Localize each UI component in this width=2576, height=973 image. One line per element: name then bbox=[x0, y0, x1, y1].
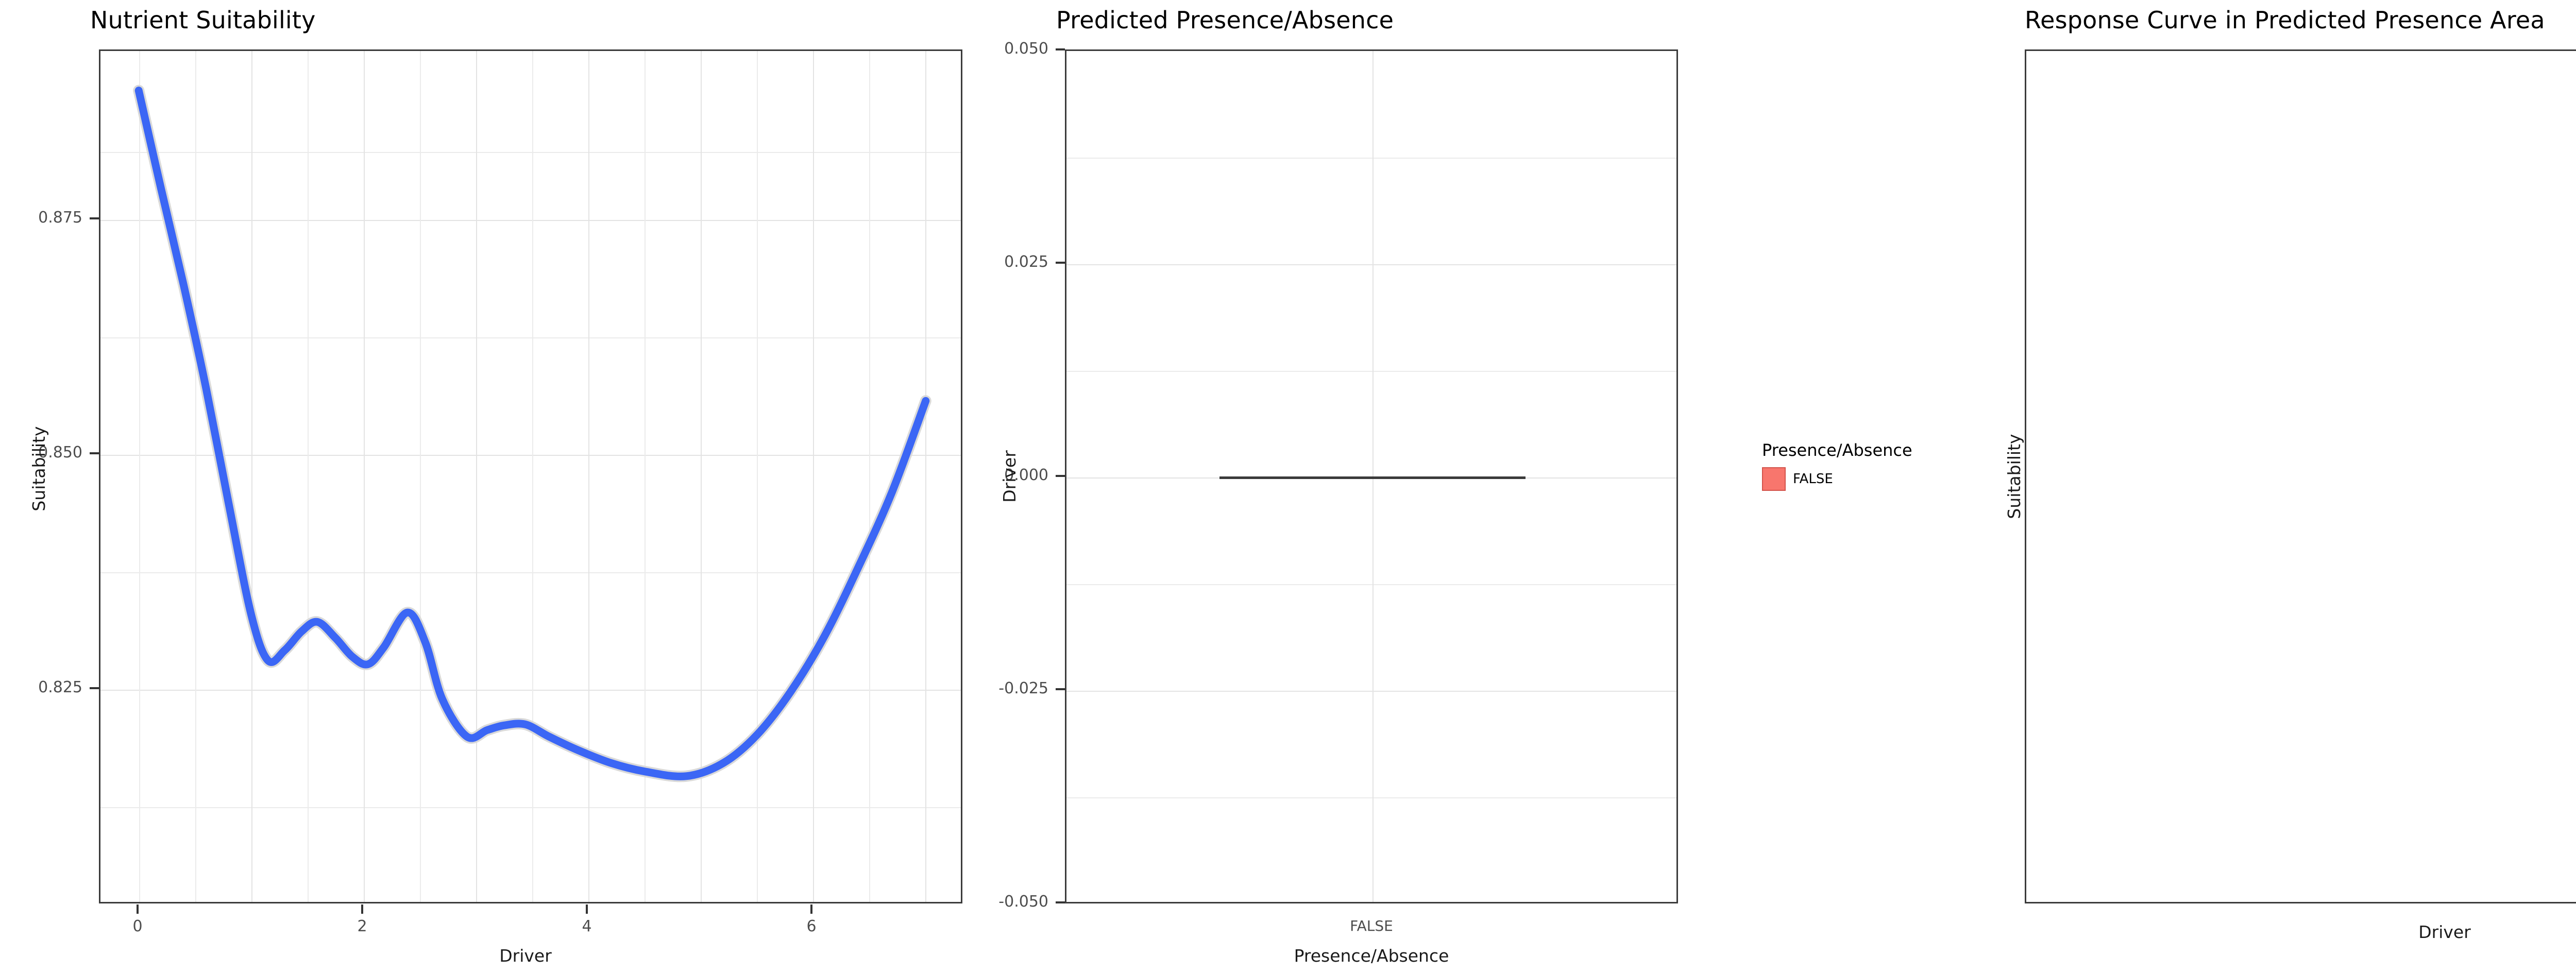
x-tick-label: 6 bbox=[806, 917, 817, 935]
panel-3-plot-area bbox=[2025, 49, 2576, 903]
gridline-vertical bbox=[757, 51, 758, 902]
y-tick-label: 0.025 bbox=[1004, 253, 1048, 271]
gridline-vertical bbox=[869, 51, 870, 902]
gridline-vertical bbox=[645, 51, 646, 902]
gridline-horizontal bbox=[100, 337, 961, 338]
x-tick-mark bbox=[137, 904, 139, 914]
y-tick-label: -0.050 bbox=[998, 893, 1048, 911]
x-tick-mark bbox=[810, 904, 812, 914]
legend-item-false[interactable]: FALSE bbox=[1762, 467, 1912, 491]
legend: Presence/Absence FALSE bbox=[1762, 440, 1912, 491]
gridline-vertical-major bbox=[925, 51, 926, 902]
gridline-horizontal bbox=[100, 572, 961, 573]
y-tick-label: 0.875 bbox=[38, 209, 82, 227]
y-tick-label: 0.000 bbox=[1004, 466, 1048, 484]
presence-absence-flat-line bbox=[1219, 476, 1526, 479]
y-tick-mark bbox=[1056, 901, 1065, 903]
x-axis-title: Driver bbox=[2418, 922, 2471, 942]
x-tick-label: 2 bbox=[357, 917, 367, 935]
x-tick-label: 0 bbox=[132, 917, 143, 935]
y-tick-mark bbox=[90, 217, 99, 219]
gridline-horizontal bbox=[100, 807, 961, 808]
gridline-vertical bbox=[532, 51, 533, 902]
gridline-horizontal bbox=[1066, 797, 1676, 798]
suitability-response-curve bbox=[133, 84, 931, 782]
gridline-horizontal bbox=[1066, 584, 1676, 585]
x-tick-mark bbox=[586, 904, 588, 914]
y-tick-mark bbox=[90, 687, 99, 689]
legend-key-swatch bbox=[1762, 467, 1786, 491]
y-tick-mark bbox=[1056, 475, 1065, 477]
x-axis-title: Driver bbox=[499, 946, 552, 966]
gridline-vertical-major bbox=[588, 51, 589, 902]
gridline-horizontal bbox=[1066, 371, 1676, 372]
y-tick-label: 0.050 bbox=[1004, 40, 1048, 58]
gridline-vertical-major bbox=[364, 51, 365, 902]
gridline-vertical-major bbox=[139, 51, 140, 902]
panel-nutrient-suitability: Nutrient Suitability bbox=[0, 0, 979, 973]
x-tick-label: 4 bbox=[582, 917, 592, 935]
y-tick-label: 0.825 bbox=[38, 678, 82, 696]
gridline-horizontal-major bbox=[100, 690, 961, 691]
panel-3-title: Response Curve in Predicted Presence Are… bbox=[2025, 6, 2545, 34]
gridline-horizontal bbox=[1066, 158, 1676, 159]
y-axis-title: Suitability bbox=[2004, 434, 2024, 519]
panel-2-plot-area bbox=[1065, 49, 1678, 903]
gridline-vertical bbox=[308, 51, 309, 902]
gridline-horizontal bbox=[100, 152, 961, 153]
y-tick-label: 0.850 bbox=[38, 443, 82, 462]
gridline-horizontal-major bbox=[100, 455, 961, 456]
legend-item-label: FALSE bbox=[1793, 471, 1833, 487]
x-tick-mark bbox=[361, 904, 363, 914]
gridline-vertical-major bbox=[476, 51, 477, 902]
panel-2-title: Predicted Presence/Absence bbox=[1056, 6, 1394, 34]
gridline-vertical bbox=[195, 51, 196, 902]
panel-1-plot-area bbox=[99, 49, 962, 903]
x-axis-title: Presence/Absence bbox=[1294, 946, 1449, 966]
y-axis-title: Driver bbox=[999, 450, 1020, 503]
gridline-vertical bbox=[420, 51, 421, 902]
gridline-vertical-major bbox=[813, 51, 814, 902]
x-tick-label: FALSE bbox=[1350, 917, 1393, 934]
panel-response-curve-predicted-presence: Response Curve in Predicted Presence Are… bbox=[1973, 0, 2576, 973]
y-axis-title: Suitability bbox=[29, 426, 49, 511]
legend-title: Presence/Absence bbox=[1762, 440, 1912, 460]
gridline-vertical-major bbox=[251, 51, 252, 902]
panel-1-title: Nutrient Suitability bbox=[90, 6, 316, 34]
y-tick-mark bbox=[1056, 262, 1065, 264]
panel-predicted-presence-absence: Predicted Presence/Absence 0.050 0.025 0… bbox=[979, 0, 1752, 973]
gridline-horizontal-major bbox=[1066, 264, 1676, 265]
y-tick-mark bbox=[1056, 48, 1065, 50]
y-tick-mark bbox=[1056, 688, 1065, 690]
gridline-horizontal-major bbox=[100, 220, 961, 221]
y-tick-mark bbox=[90, 452, 99, 454]
gridline-vertical-major bbox=[701, 51, 702, 902]
y-tick-label: -0.025 bbox=[998, 679, 1048, 697]
gridline-horizontal-major bbox=[1066, 691, 1676, 692]
